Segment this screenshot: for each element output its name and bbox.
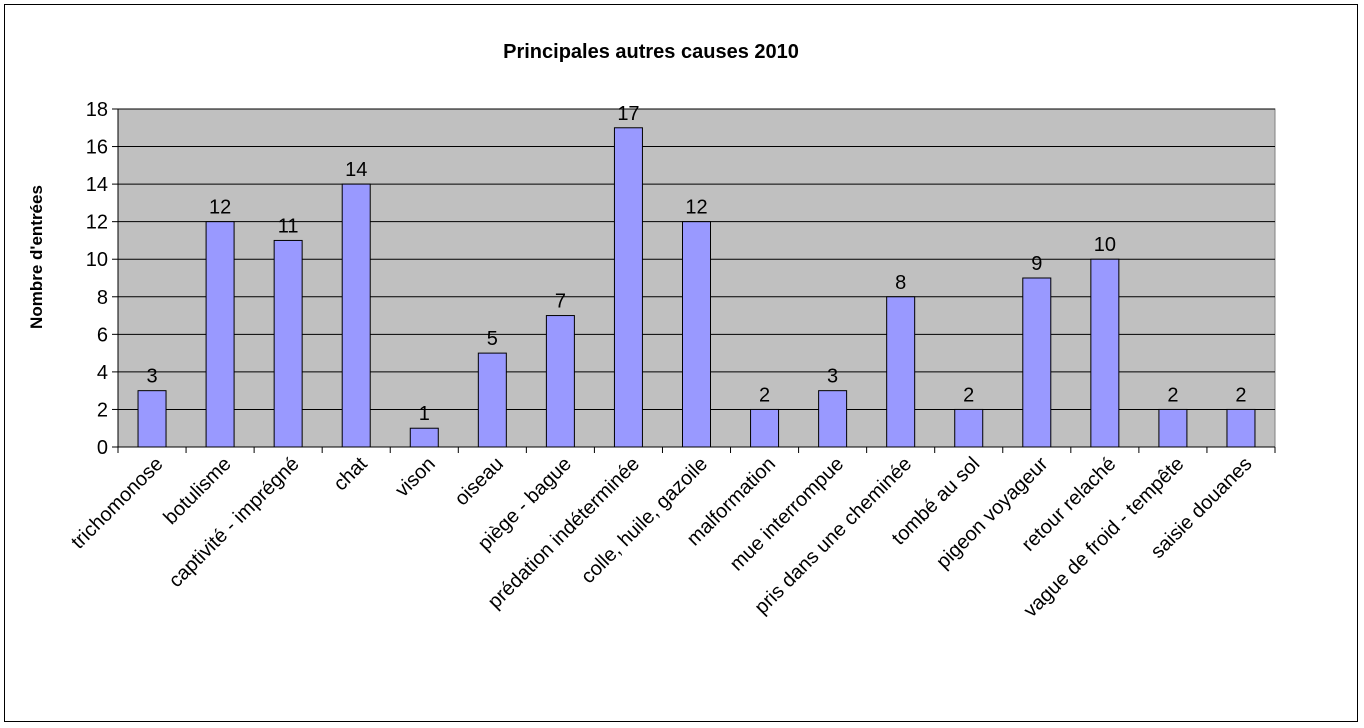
y-tick-label: 12 bbox=[86, 212, 108, 234]
bar bbox=[545, 315, 575, 448]
bar bbox=[750, 408, 780, 448]
data-label: 14 bbox=[345, 159, 367, 181]
y-tick-label: 10 bbox=[86, 249, 108, 271]
data-label: 11 bbox=[278, 215, 299, 237]
data-label: 3 bbox=[146, 366, 157, 388]
y-axis-title: Nombre d'entrées bbox=[27, 185, 46, 329]
y-tick-label: 16 bbox=[86, 137, 108, 159]
data-label: 1 bbox=[419, 403, 430, 425]
data-label: 17 bbox=[617, 103, 639, 125]
bar bbox=[137, 390, 167, 448]
y-tick-label: 4 bbox=[97, 362, 108, 384]
y-tick-label: 18 bbox=[86, 99, 108, 121]
x-category-label: trichomonose bbox=[67, 453, 167, 553]
x-category-label: chat bbox=[329, 453, 372, 496]
data-label: 2 bbox=[963, 384, 974, 406]
bar bbox=[818, 390, 848, 448]
x-category-label: colle, huile, gazoile bbox=[577, 453, 712, 588]
data-label: 9 bbox=[1031, 253, 1042, 275]
bar bbox=[273, 239, 303, 448]
bar bbox=[341, 183, 371, 448]
y-tick-label: 6 bbox=[97, 324, 108, 346]
x-category-label: mue interrompue bbox=[726, 453, 848, 575]
bar bbox=[409, 427, 439, 448]
data-label: 5 bbox=[487, 328, 498, 350]
bar-chart: Principales autres causes 2010 Nombre d'… bbox=[27, 41, 1276, 622]
bar bbox=[954, 408, 984, 448]
data-label: 12 bbox=[685, 197, 707, 219]
bar bbox=[1158, 408, 1188, 448]
plot-area: 0246810121416183trichomonose12botulisme1… bbox=[67, 99, 1276, 622]
data-label: 8 bbox=[895, 272, 906, 294]
bar bbox=[1226, 408, 1256, 448]
bar bbox=[613, 127, 643, 448]
bar bbox=[477, 352, 507, 448]
data-label: 2 bbox=[1167, 384, 1178, 406]
bar bbox=[1022, 277, 1052, 448]
bar bbox=[682, 221, 711, 448]
y-tick-label: 8 bbox=[97, 287, 108, 309]
x-category-label: captivité - imprégné bbox=[165, 453, 304, 592]
data-label: 7 bbox=[555, 291, 566, 313]
x-category-label: oiseau bbox=[451, 453, 508, 510]
y-tick-label: 14 bbox=[86, 174, 108, 196]
bar bbox=[1090, 258, 1120, 448]
bar bbox=[886, 296, 916, 448]
chart-title: Principales autres causes 2010 bbox=[503, 41, 799, 63]
y-tick-label: 2 bbox=[97, 399, 108, 421]
chart-frame: Principales autres causes 2010 Nombre d'… bbox=[4, 4, 1358, 722]
data-label: 3 bbox=[827, 366, 838, 388]
x-category-label: vison bbox=[391, 453, 440, 502]
data-label: 10 bbox=[1094, 234, 1116, 256]
bar bbox=[205, 221, 235, 448]
y-tick-label: 0 bbox=[97, 437, 108, 459]
data-label: 2 bbox=[759, 384, 770, 406]
data-label: 12 bbox=[209, 197, 231, 219]
data-label: 2 bbox=[1235, 384, 1246, 406]
